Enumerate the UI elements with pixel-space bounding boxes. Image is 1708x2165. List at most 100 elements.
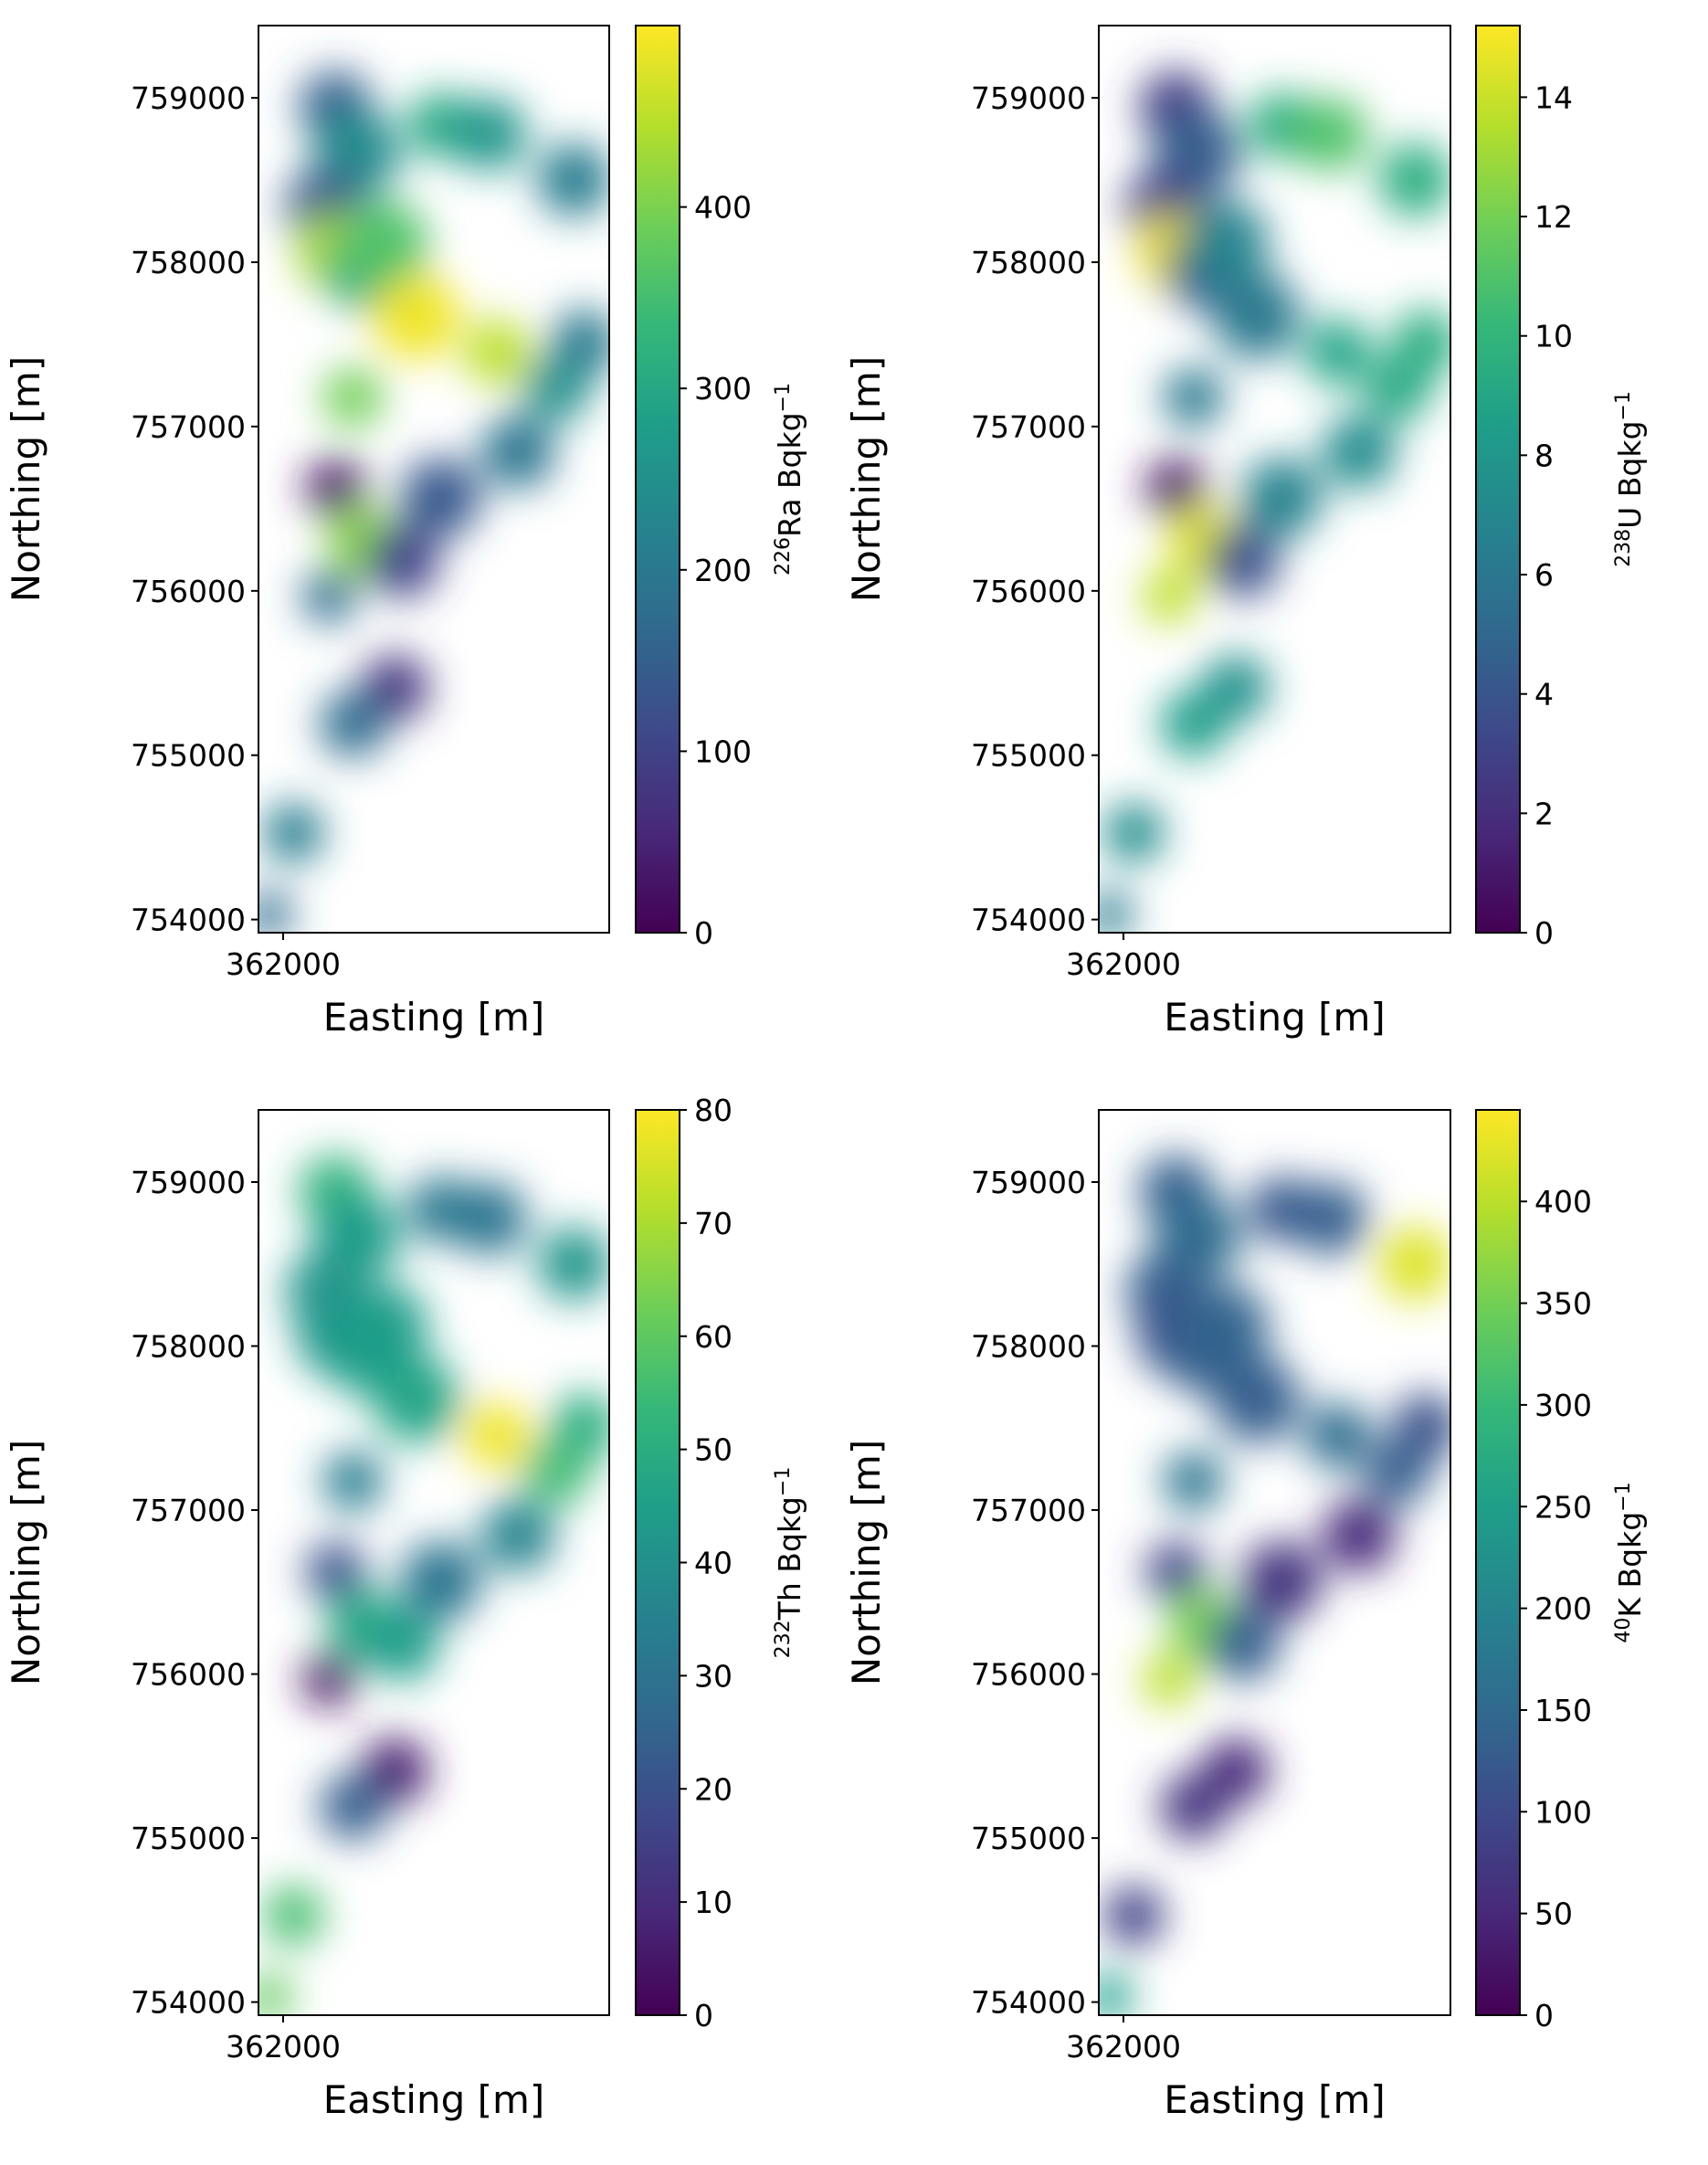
heatmap-area xyxy=(258,1155,609,2015)
colorbar-label: 40K Bqkg−1 xyxy=(1612,1482,1648,1642)
y-tick-label: 756000 xyxy=(971,1657,1086,1693)
heatmap-cell xyxy=(341,199,428,287)
y-tick-label: 757000 xyxy=(131,409,246,445)
colorbar-tick-label: 0 xyxy=(1534,1998,1554,2033)
y-tick-label: 755000 xyxy=(971,1821,1086,1856)
heatmap-cell xyxy=(1213,272,1301,360)
x-tick-label: 362000 xyxy=(226,2029,341,2065)
y-axis-label: Northing [m] xyxy=(4,1440,48,1685)
heatmap-cell xyxy=(1304,318,1372,386)
colorbar-tick-label: 300 xyxy=(694,371,752,407)
heatmap-cell xyxy=(1206,523,1281,598)
heatmap-cell xyxy=(263,802,324,863)
heatmap-cell xyxy=(1103,1885,1165,1946)
colorbar-tick-label: 40 xyxy=(694,1546,733,1581)
y-tick-label: 754000 xyxy=(971,1985,1086,2021)
y-tick-label: 759000 xyxy=(131,80,246,116)
heatmap-cell xyxy=(373,272,460,360)
colorbar-tick-label: 14 xyxy=(1534,79,1573,115)
x-axis-label: Easting [m] xyxy=(323,995,545,1040)
y-tick-label: 757000 xyxy=(971,1493,1086,1528)
colorbar-tick-label: 60 xyxy=(694,1319,733,1355)
heatmap-cell xyxy=(1378,1227,1450,1301)
panel-k: 754000 755000 756000 757000 758000 759000 3620… xyxy=(844,1109,1648,2122)
y-axis-label: Northing [m] xyxy=(4,356,48,602)
axes-frame xyxy=(258,25,610,934)
panel-th: 754000 755000 756000 757000 758000 759000 3620… xyxy=(4,1093,807,2122)
colorbar-label: 226Ra Bqkg−1 xyxy=(772,383,807,576)
colorbar-tick-label: 400 xyxy=(694,190,752,226)
heatmap-cell xyxy=(301,570,355,624)
colorbar-tick-label: 250 xyxy=(1534,1489,1592,1525)
heatmap-cell xyxy=(322,367,384,428)
heatmap-area xyxy=(1099,1154,1450,2015)
y-tick-label: 755000 xyxy=(131,738,246,774)
colorbar-tick-label: 0 xyxy=(1534,915,1554,951)
heatmap-cell xyxy=(1322,1498,1397,1573)
colorbar-tick-label: 2 xyxy=(1534,796,1554,831)
heatmap-cell xyxy=(320,691,387,758)
colorbar-tick-label: 12 xyxy=(1534,199,1573,235)
y-tick-label: 754000 xyxy=(131,903,246,938)
heatmap-cell xyxy=(1160,691,1228,758)
heatmap-cell xyxy=(453,98,527,172)
axes-frame xyxy=(258,1109,610,2016)
heatmap-cell xyxy=(1241,1540,1323,1621)
y-tick-label: 754000 xyxy=(131,1985,246,2021)
heatmap-cell xyxy=(1206,1607,1281,1681)
x-axis-label: Easting [m] xyxy=(1164,995,1386,1040)
heatmap-cell xyxy=(1304,1402,1372,1470)
y-tick-label: 755000 xyxy=(131,1821,246,1856)
colorbar xyxy=(1475,25,1521,934)
colorbar-label: 238U Bqkg−1 xyxy=(1612,391,1648,567)
y-tick-label: 757000 xyxy=(131,1493,246,1528)
heatmap-cell xyxy=(1182,1283,1270,1371)
heatmap-cell xyxy=(320,1773,387,1841)
heatmap-cell xyxy=(1241,457,1323,538)
heatmap-cell xyxy=(1160,1773,1228,1841)
heatmap-cell xyxy=(1182,199,1270,287)
panel-ra: 754000 755000 756000 757000 758000 759000 3620… xyxy=(4,25,807,1040)
heatmap-cell xyxy=(263,1885,324,1946)
heatmap-cell xyxy=(1293,1181,1368,1256)
y-tick-label: 754000 xyxy=(971,903,1086,938)
heatmap-cell xyxy=(1103,802,1165,863)
heatmap-cell xyxy=(365,1607,439,1681)
colorbar-tick-label: 150 xyxy=(1534,1693,1592,1728)
colorbar-tick-label: 30 xyxy=(694,1658,733,1694)
colorbar-label: 232Th Bqkg−1 xyxy=(772,1467,807,1659)
heatmap-cell xyxy=(1164,1451,1224,1512)
heatmap-cell xyxy=(305,1541,366,1602)
heatmap-cell xyxy=(537,143,609,216)
y-tick-label: 756000 xyxy=(971,574,1086,609)
y-tick-label: 755000 xyxy=(971,738,1086,774)
colorbar-tick-label: 400 xyxy=(1534,1184,1592,1220)
colorbar xyxy=(1475,1109,1521,2016)
colorbar-tick-label: 50 xyxy=(694,1432,733,1468)
axes-frame xyxy=(1098,25,1451,934)
x-axis-label: Easting [m] xyxy=(323,2077,545,2122)
y-tick-label: 757000 xyxy=(971,409,1086,445)
heatmap-cell xyxy=(322,1451,384,1512)
heatmap-cell xyxy=(1378,143,1450,217)
y-tick-label: 759000 xyxy=(971,80,1086,116)
heatmap-cell xyxy=(1322,415,1397,489)
colorbar-tick-label: 350 xyxy=(1534,1286,1592,1322)
colorbar-tick-label: 80 xyxy=(694,1093,733,1128)
heatmap-cell xyxy=(522,1438,590,1505)
axes-frame xyxy=(1098,1109,1451,2016)
y-tick-label: 758000 xyxy=(131,1329,246,1365)
heatmap-cell xyxy=(365,523,439,597)
y-axis-label: Northing [m] xyxy=(844,356,889,602)
heatmap-area xyxy=(258,70,609,933)
colorbar-tick-label: 200 xyxy=(1534,1591,1592,1627)
colorbar-tick-label: 50 xyxy=(1534,1896,1573,1932)
y-tick-label: 756000 xyxy=(131,574,246,609)
heatmap-cell xyxy=(301,1653,355,1707)
heatmap-area xyxy=(1099,70,1450,933)
heatmap-cell xyxy=(305,458,366,519)
heatmap-cell xyxy=(1164,367,1224,428)
colorbar xyxy=(635,25,680,934)
heatmap-cell xyxy=(1099,891,1133,933)
colorbar-tick-label: 70 xyxy=(694,1206,733,1241)
